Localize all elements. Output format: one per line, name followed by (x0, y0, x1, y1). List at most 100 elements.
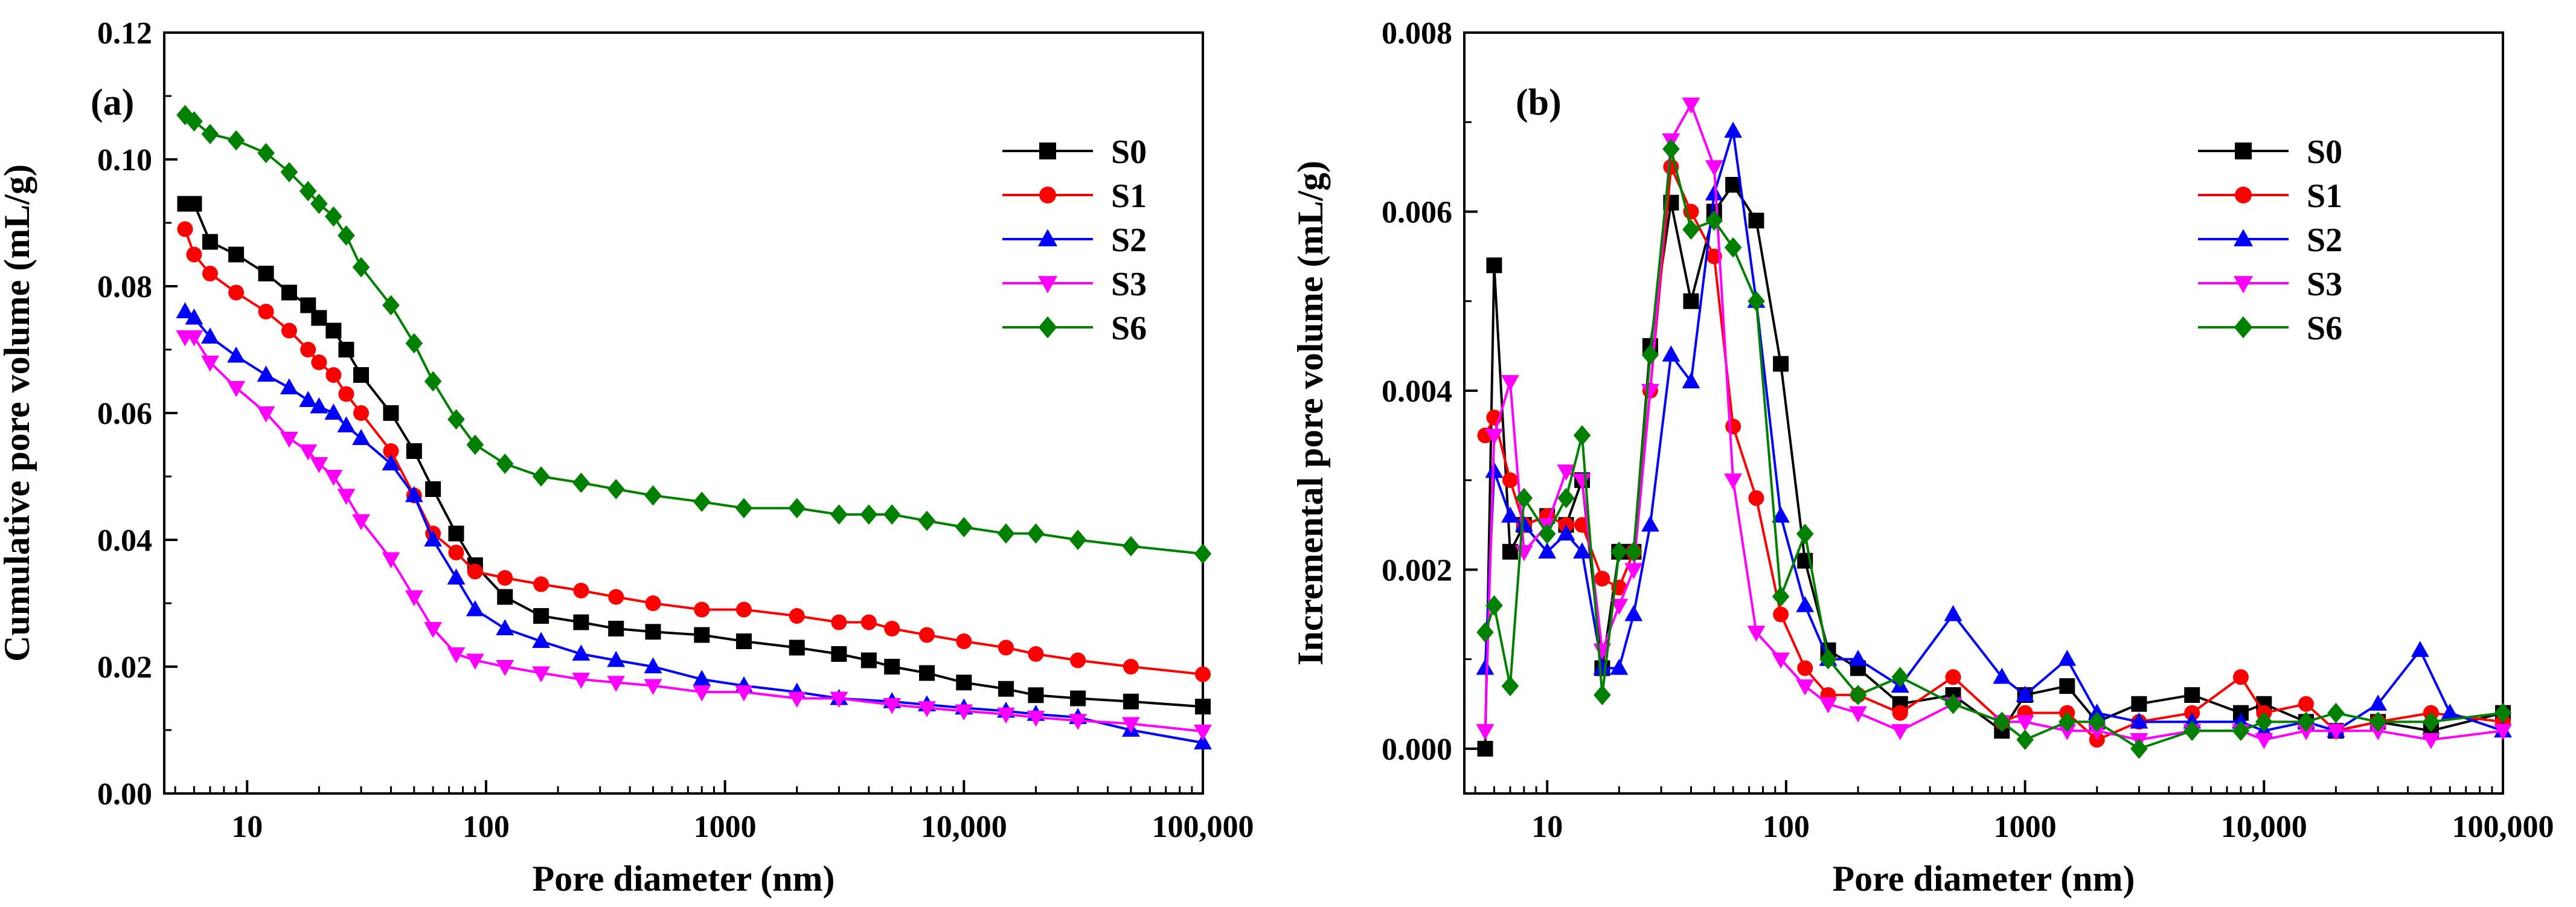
data-point-S1 (1797, 660, 1813, 676)
data-point-S6 (1724, 237, 1742, 258)
chart-panel-0: 10 100 1000 10,000 100,000 0.00 0.02 0.04 0.06 0.… (0, 16, 1254, 899)
data-point-S2 (382, 454, 400, 471)
data-point-S3 (2494, 724, 2512, 740)
data-point-S6 (1476, 622, 1494, 643)
data-point-S0 (860, 652, 877, 668)
data-point-S6 (2297, 711, 2315, 732)
series-S1 (177, 221, 1211, 682)
data-point-S3 (1682, 97, 1700, 114)
data-point-S6 (1625, 541, 1642, 562)
data-point-S3 (1624, 563, 1643, 580)
data-point-S2 (337, 416, 356, 433)
data-point-S3 (734, 685, 753, 702)
data-point-S6 (1705, 210, 1723, 231)
data-point-S0 (228, 246, 245, 263)
data-point-S0 (497, 589, 513, 605)
data-point-S1 (573, 583, 589, 598)
data-point-S3 (2058, 724, 2077, 740)
data-point-S0 (694, 627, 710, 643)
data-point-S2 (405, 486, 423, 502)
data-point-S2 (1944, 604, 1962, 621)
data-point-S0 (1486, 257, 1502, 274)
data-point-S6 (185, 111, 203, 132)
series-S2 (1476, 121, 2512, 738)
data-point-S2 (310, 397, 328, 414)
data-point-S2 (2369, 694, 2388, 711)
data-point-S3 (1724, 473, 1743, 490)
data-point-S6 (1891, 667, 1909, 688)
data-point-S6 (466, 434, 484, 455)
series-line-S0 (185, 202, 1203, 708)
data-point-S0 (1725, 177, 1741, 193)
data-point-S2 (1501, 506, 1519, 523)
data-point-S0 (1028, 687, 1044, 703)
data-point-S2 (280, 378, 298, 395)
legend-marker (2234, 316, 2253, 339)
data-point-S6 (1993, 711, 2011, 732)
data-point-S6 (2369, 711, 2387, 732)
data-point-S1 (281, 322, 297, 339)
data-point-S2 (424, 530, 443, 547)
data-point-S3 (280, 431, 298, 448)
data-point-S6 (2183, 720, 2201, 742)
data-point-S6 (1538, 524, 1556, 545)
data-point-S6 (1796, 524, 1814, 545)
data-point-S6 (2016, 729, 2034, 750)
data-point-S6 (1662, 138, 1680, 159)
data-point-S2 (2411, 641, 2429, 657)
series-S0 (1477, 177, 2511, 757)
data-point-S3 (382, 552, 400, 569)
legend-item-S1: S1 (2198, 178, 2342, 215)
series-line-S2 (1484, 130, 2504, 732)
y-tick-label: 0.04 (97, 524, 152, 558)
data-point-S1 (645, 595, 661, 611)
data-point-S1 (1706, 248, 1722, 264)
data-point-S2 (532, 632, 551, 649)
data-point-S1 (1773, 606, 1789, 623)
data-point-S6 (2422, 711, 2440, 732)
data-point-S2 (693, 670, 711, 687)
data-point-S3 (607, 676, 626, 692)
series-S3 (1476, 97, 2512, 749)
data-point-S2 (257, 365, 275, 382)
series-line-S3 (1484, 101, 2504, 742)
legend-marker (1038, 316, 1057, 339)
data-point-S3 (2087, 724, 2106, 740)
data-point-S6 (830, 504, 848, 525)
data-point-S0 (202, 234, 218, 250)
y-tick-label: 0.008 (1382, 16, 1452, 51)
data-point-S3 (324, 469, 343, 486)
x-axis-title: Pore diameter (nm) (1833, 859, 2135, 899)
y-axis-title: Incremental pore volume (mL/g) (1290, 161, 1330, 665)
data-point-S2 (200, 327, 219, 344)
data-point-S6 (997, 523, 1015, 544)
data-point-S0 (425, 481, 441, 497)
y-tick-label: 0.12 (97, 16, 152, 51)
data-point-S6 (1748, 290, 1765, 312)
data-point-S3 (830, 691, 848, 708)
data-point-S3 (1610, 598, 1629, 615)
data-point-S6 (860, 504, 878, 525)
data-point-S2 (1557, 524, 1575, 541)
data-point-S1 (860, 614, 877, 630)
data-point-S6 (918, 510, 936, 531)
data-point-S3 (1573, 473, 1591, 490)
data-point-S6 (1485, 595, 1503, 616)
x-tick-label: 100 (463, 810, 510, 844)
data-point-S0 (338, 342, 354, 357)
data-point-S3 (572, 672, 591, 689)
data-point-S6 (2058, 711, 2076, 732)
data-point-S6 (2130, 738, 2148, 759)
data-point-S1 (1594, 571, 1610, 587)
data-point-S0 (608, 621, 624, 636)
y-tick-label: 0.06 (97, 397, 152, 431)
data-point-S3 (2016, 715, 2034, 732)
data-point-S0 (406, 443, 422, 459)
legend-marker (2233, 276, 2254, 293)
data-point-S1 (533, 576, 549, 592)
data-point-S1 (1748, 490, 1764, 506)
legend-marker (1037, 229, 1058, 246)
data-point-S1 (956, 633, 972, 649)
data-point-S0 (2184, 687, 2200, 703)
legend-item-S2: S2 (1002, 222, 1147, 259)
